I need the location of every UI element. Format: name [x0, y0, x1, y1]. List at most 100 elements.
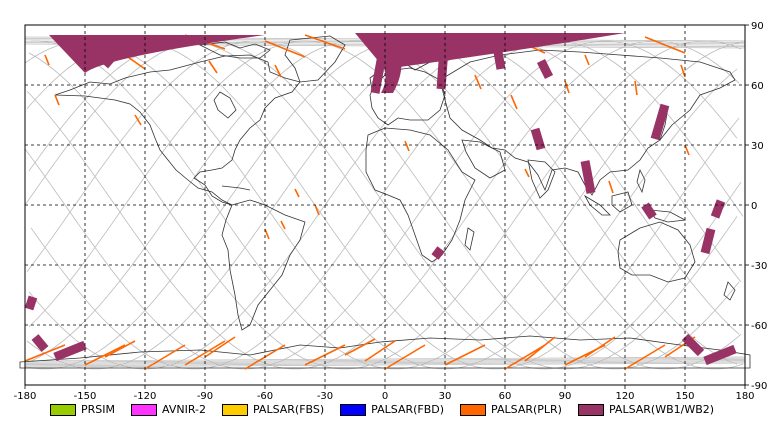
x-tick-label: -60: [257, 391, 273, 400]
legend-item: PRSIM: [50, 403, 115, 416]
coast-new-zealand: [723, 281, 736, 301]
y-tick-label: 90: [751, 21, 764, 32]
coast-sumatra: [583, 194, 611, 216]
wb-swath: [703, 344, 737, 366]
x-tick-label: -120: [134, 391, 157, 400]
coast-arabia: [461, 139, 506, 179]
coast-hudson-bay: [213, 91, 237, 119]
plr-strip: [208, 60, 218, 74]
plr-strip: [634, 80, 638, 96]
legend-swatch: [577, 403, 604, 416]
legend-item: PALSAR(WB1/WB2): [577, 403, 715, 416]
plr-strip: [264, 40, 306, 58]
plr-strip: [364, 340, 396, 362]
wb-swath: [641, 202, 657, 220]
legend-label: AVNIR-2: [162, 403, 206, 416]
plr-strip: [444, 344, 486, 366]
wb-swath: [650, 103, 670, 141]
orbit-track: [26, 40, 740, 370]
plr-strip: [134, 114, 142, 126]
legend-item: PALSAR(FBD): [340, 403, 444, 416]
orbit-track: [30, 40, 744, 370]
wb-swath: [681, 333, 705, 357]
plr-strip: [644, 36, 686, 54]
x-tick-label: 60: [499, 391, 512, 400]
legend-item: PALSAR(FBS): [221, 403, 325, 416]
plr-strip: [274, 64, 282, 78]
wb-swath: [700, 227, 716, 255]
plr-strip: [84, 344, 126, 366]
coastlines: [19, 35, 751, 369]
plr-strip: [504, 344, 546, 370]
x-tick-label: -150: [74, 391, 97, 400]
plr-strip: [54, 94, 60, 106]
plr-strip: [264, 228, 270, 240]
palsar-wb-swaths: [24, 33, 737, 366]
coast-south-america: [221, 199, 306, 331]
wb-swath: [530, 127, 546, 151]
coverage-map: -180 -150 -120 -90 -60 -30 0 30 60 90 120 150 180 90 6…: [13, 21, 768, 400]
coast-madagascar: [464, 227, 475, 251]
coast-asia: [439, 49, 736, 196]
wb-swath: [431, 246, 445, 260]
wb-swath: [53, 340, 87, 362]
legend-label: PALSAR(WB1/WB2): [608, 403, 715, 416]
y-tick-label: 30: [751, 141, 764, 152]
legend-swatch: [50, 403, 76, 416]
plr-strip: [204, 336, 236, 358]
plr-strip: [584, 336, 616, 358]
legend-item: PALSAR(PLR): [460, 403, 562, 416]
legend-swatch: [131, 403, 157, 416]
coast-philippines: [636, 168, 646, 194]
x-tick-label: 30: [439, 391, 452, 400]
plr-strip: [524, 168, 530, 178]
x-tick-label: 150: [675, 391, 694, 400]
x-tick-label: 180: [735, 391, 754, 400]
x-tick-label: -30: [317, 391, 333, 400]
coast-antarctica: [19, 335, 751, 369]
legend: PRSIM AVNIR-2 PALSAR(FBS) PALSAR(FBD) PALSAR…: [50, 403, 730, 416]
coast-cuba: [221, 185, 251, 191]
plr-strip: [584, 54, 590, 66]
plr-strip: [564, 80, 570, 94]
wb-swath: [31, 334, 49, 352]
plr-strip: [344, 338, 376, 356]
orbit-track: [31, 40, 744, 370]
legend-swatch: [221, 403, 248, 416]
x-tick-label: -90: [197, 391, 213, 400]
coast-greenland: [284, 35, 346, 83]
plr-strip: [474, 74, 482, 90]
wb-swath: [536, 58, 554, 80]
plr-strip: [44, 54, 50, 66]
coast-borneo: [611, 191, 633, 213]
x-tick-label: 90: [559, 391, 572, 400]
wb-swath: [24, 295, 38, 311]
y-tick-label: -30: [751, 261, 767, 272]
legend-label: PALSAR(PLR): [491, 403, 562, 416]
legend-swatch: [340, 403, 367, 416]
legend-item: AVNIR-2: [131, 403, 206, 416]
y-tick-label: -60: [751, 321, 767, 332]
y-tick-label: 0: [751, 201, 757, 212]
wb-swath: [365, 37, 402, 93]
y-tick-label: 60: [751, 81, 764, 92]
plr-strip: [24, 344, 66, 362]
plr-strip: [280, 220, 286, 230]
plr-strip: [608, 180, 614, 194]
plr-strip: [184, 340, 226, 366]
plr-strip: [624, 344, 666, 370]
coast-north-america: [54, 54, 301, 206]
coast-arctic-islands: [198, 41, 271, 59]
coast-new-guinea: [649, 209, 687, 223]
wb-swath: [49, 35, 265, 73]
plr-strip: [524, 336, 556, 362]
x-tick-label: 120: [615, 391, 634, 400]
x-tick-label: 0: [382, 391, 388, 400]
plr-strip: [684, 144, 690, 156]
legend-swatch: [460, 403, 487, 416]
axis-labels: -180 -150 -120 -90 -60 -30 0 30 60 90 120 150 180 90 6…: [14, 21, 768, 400]
legend-label: PALSAR(FBS): [252, 403, 325, 416]
wb-swath: [355, 33, 625, 69]
plr-strip: [294, 188, 300, 198]
plr-strip: [680, 64, 686, 78]
